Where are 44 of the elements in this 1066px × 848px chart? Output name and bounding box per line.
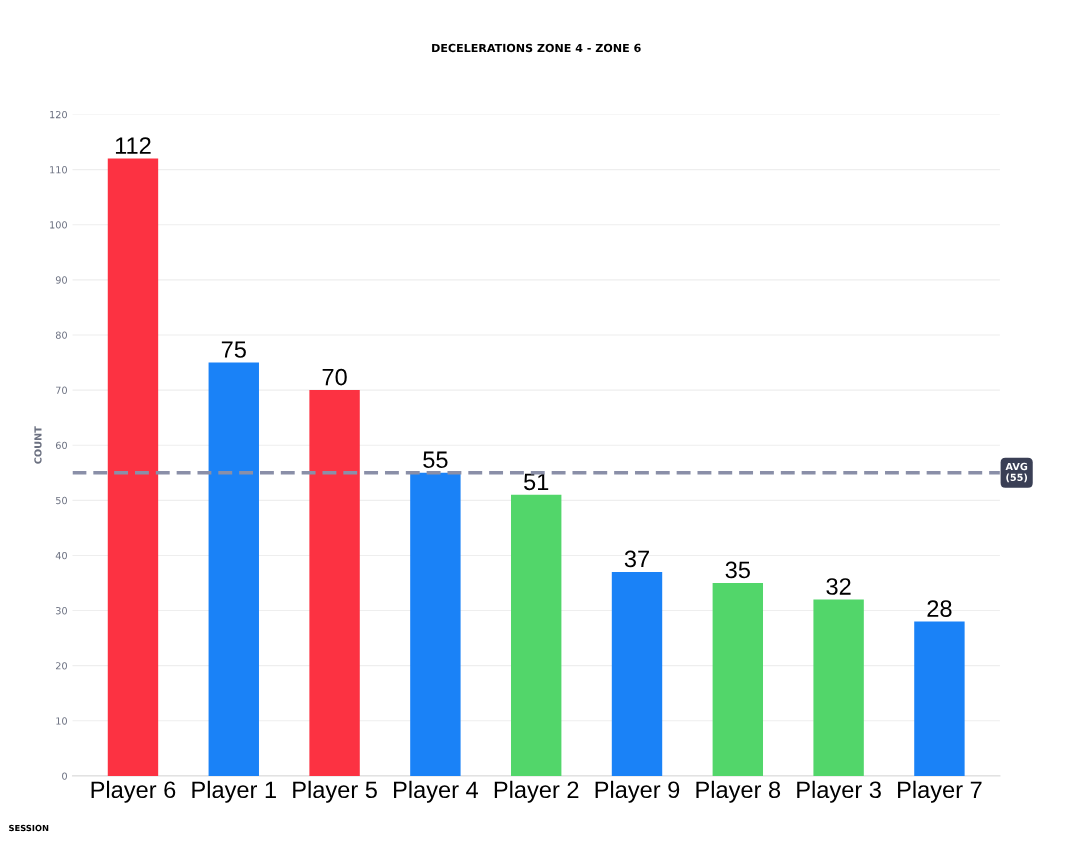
x-tick-label: Player 6 [91,780,176,803]
x-tick-label: Player 4 [394,780,479,803]
data-label: 37 [624,550,649,568]
x-tick-label: Player 5 [293,780,377,803]
y-tick-label: 40 [55,551,67,560]
data-label: 32 [826,578,851,595]
data-label: 35 [725,561,750,579]
x-tick-label: Player 8 [696,780,781,803]
y-tick-label: 90 [55,276,67,284]
data-label: 51 [524,473,549,491]
x-tick-label: Player 3 [797,780,881,803]
bar [309,390,360,776]
data-label: 55 [423,451,448,469]
bar [107,158,159,776]
y-tick-label: 80 [55,331,67,339]
bar [813,599,864,776]
text: SESSION [9,824,49,832]
data-label: 70 [322,368,347,386]
y-tick-label: 0 [62,772,67,780]
y-tick-label: 100 [50,221,67,229]
bar [712,583,764,776]
y-axis-title: COUNT [34,426,42,464]
bar [611,571,663,776]
x-tick-label: Player 2 [494,780,579,803]
chart-title: DECELERATIONS ZONE 4 - ZONE 6 [432,43,641,53]
bar [208,362,259,776]
data-label: 112 [115,137,151,154]
x-tick-label: Player 9 [595,780,680,803]
y-tick-label: 110 [50,166,67,174]
data-label: 75 [221,341,246,358]
y-tick-label: 30 [56,607,67,615]
bar [410,472,461,776]
y-tick-label: 10 [56,717,67,725]
y-tick-label: 70 [56,386,67,394]
data-label: 28 [927,600,952,617]
ref-line-label: AVG (55) [1005,462,1028,483]
y-tick-label: 60 [55,441,67,450]
x-tick-label: Player 1 [192,780,276,803]
y-tick-label: 50 [56,496,67,505]
bar [914,621,965,776]
y-tick-label: 20 [55,662,67,670]
bar [511,494,562,776]
y-tick-label: 120 [50,110,67,119]
x-tick-label: Player 7 [898,780,982,803]
